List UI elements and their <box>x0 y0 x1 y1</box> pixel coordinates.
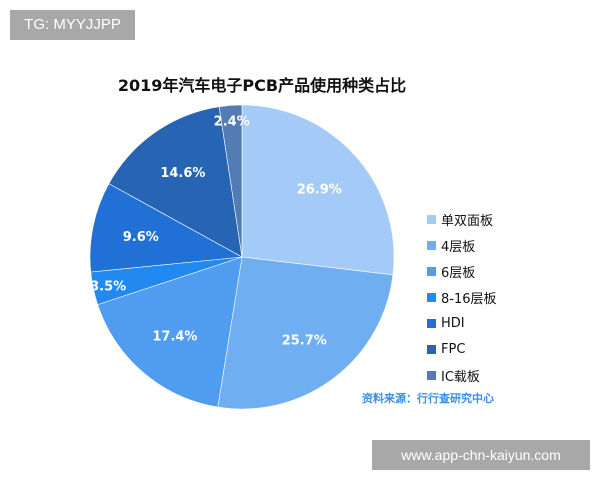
pie-slice-1 <box>217 256 394 410</box>
legend-swatch <box>427 370 436 380</box>
legend-label: 6层板 <box>441 265 476 281</box>
legend-swatch <box>427 318 436 328</box>
legend-item: 8-16层板 <box>427 284 497 310</box>
legend-swatch <box>427 344 436 354</box>
legend-item: FPC <box>427 336 497 362</box>
legend-item: HDI <box>427 310 497 336</box>
legend-item: 4层板 <box>427 232 497 258</box>
legend-item: 单双面板 <box>427 206 497 232</box>
pie-slice-6 <box>218 104 243 258</box>
legend-item: 6层板 <box>427 258 497 284</box>
legend-swatch <box>427 214 436 224</box>
data-label: 2.4% <box>214 115 250 130</box>
pie-slice-2 <box>97 256 243 408</box>
legend-label: 4层板 <box>441 239 476 255</box>
watermark-bottom-right: www.app-chn-kaiyun.com <box>372 440 590 470</box>
legend-label: FPC <box>441 341 466 357</box>
legend-swatch <box>427 292 436 302</box>
data-label: 17.4% <box>152 330 197 345</box>
data-label: 26.9% <box>297 182 342 197</box>
chart-title-text: 2019年汽车电子PCB产品使用种类占比 <box>117 76 407 95</box>
pie-slice-5 <box>108 106 243 258</box>
data-label: 9.6% <box>123 230 159 245</box>
legend-swatch <box>427 266 436 276</box>
data-label: 3.5% <box>90 279 126 294</box>
legend-swatch <box>427 240 436 250</box>
watermark-top-left: TG: MYYJJPP <box>10 10 135 40</box>
source-note: 资料来源：行行查研究中心 <box>362 392 494 405</box>
legend-label: 单双面板 <box>441 213 494 229</box>
legend-label: IC载板 <box>441 369 480 385</box>
legend-item: IC载板 <box>427 362 497 388</box>
pie-slice-4 <box>89 183 243 273</box>
pie-slice-0 <box>241 104 395 276</box>
data-label: 14.6% <box>160 166 205 181</box>
chart-title: 2019年汽车电子PCB产品使用种类占比 <box>0 72 600 96</box>
legend: 单双面板 4层板 6层板 8-16层板 HDI FPC IC载板 <box>427 206 497 388</box>
legend-label: HDI <box>441 315 465 331</box>
data-label: 25.7% <box>282 334 327 349</box>
legend-label: 8-16层板 <box>441 291 497 307</box>
